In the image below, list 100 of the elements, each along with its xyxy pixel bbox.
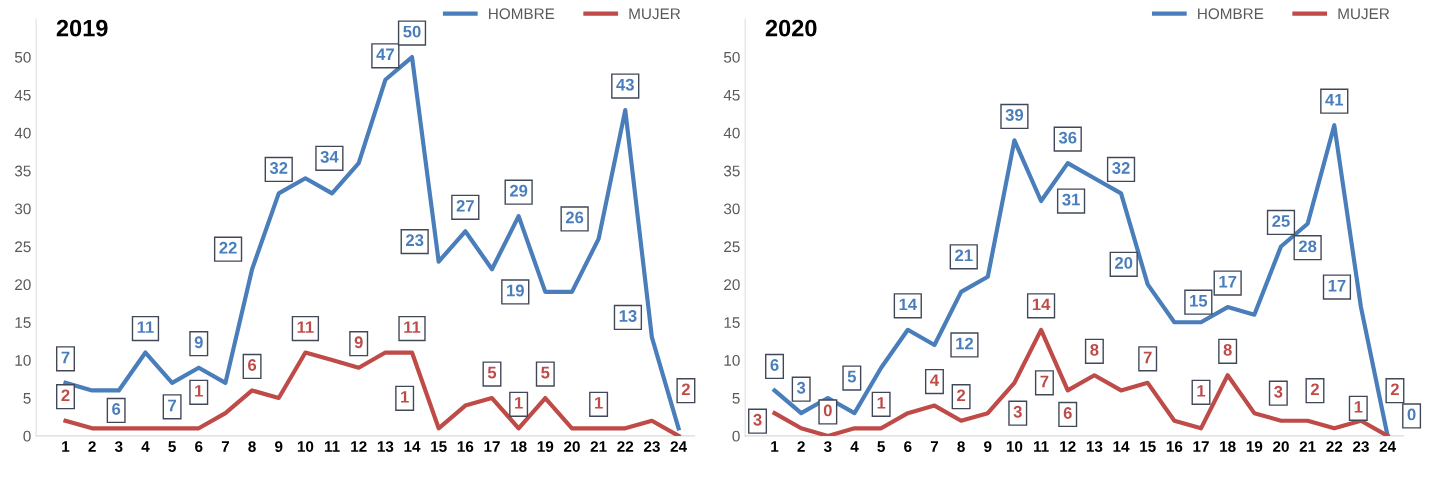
data-label: 26	[565, 211, 584, 224]
data-label: 23	[405, 234, 424, 247]
data-label: 34	[320, 150, 339, 163]
y-tick-label: 15	[724, 317, 740, 328]
data-label: 1	[595, 397, 603, 409]
data-label: 32	[1112, 162, 1130, 174]
x-tick-label: 24	[670, 441, 687, 452]
data-label: 8	[1090, 343, 1099, 356]
x-tick-label: 18	[511, 441, 527, 452]
x-tick-label: 8	[248, 441, 256, 452]
data-label: 50	[403, 25, 421, 38]
data-label: 29	[509, 184, 528, 197]
x-tick-label: 13	[1086, 441, 1103, 452]
x-tick-label: 1	[771, 441, 779, 452]
x-tick-label: 20	[1273, 441, 1289, 452]
x-tick-label: 13	[377, 441, 394, 452]
legend-label: HOMBRE	[489, 8, 555, 20]
x-tick-label: 6	[195, 441, 203, 452]
x-tick-label: 18	[1220, 441, 1236, 452]
chart-title: 2020	[765, 19, 817, 37]
y-tick-label: 5	[732, 393, 740, 404]
x-tick-label: 12	[351, 441, 367, 452]
data-label: 3	[1013, 405, 1022, 418]
data-label: 2	[681, 383, 690, 396]
data-label: 20	[1115, 257, 1133, 269]
data-label: 14	[899, 298, 917, 311]
x-tick-label: 9	[984, 441, 992, 452]
x-tick-label: 11	[324, 441, 340, 452]
data-label: 11	[404, 321, 421, 333]
x-tick-label: 22	[1326, 441, 1343, 452]
y-tick-label: 45	[14, 89, 31, 101]
x-tick-label: 4	[141, 441, 150, 452]
data-label: 5	[487, 366, 497, 379]
x-tick-label: 4	[850, 441, 859, 452]
data-label: 28	[1298, 240, 1317, 253]
x-tick-label: 8	[957, 441, 965, 452]
x-tick-label: 19	[1246, 441, 1263, 452]
data-label: 2	[957, 389, 966, 402]
line-series	[772, 327, 1390, 436]
data-label: 21	[955, 249, 973, 262]
data-label: 1	[195, 385, 203, 397]
data-label: 32	[269, 162, 288, 174]
data-label: 27	[456, 199, 474, 212]
data-label: 39	[1005, 109, 1024, 121]
data-label: 6	[770, 359, 779, 371]
data-label: 11	[297, 321, 314, 333]
data-label: 25	[1272, 215, 1290, 227]
x-tick-label: 21	[590, 441, 607, 452]
x-tick-label: 23	[643, 441, 660, 452]
data-label: 5	[847, 370, 857, 383]
y-tick-label: 10	[724, 354, 740, 366]
y-tick-label: 45	[723, 89, 740, 101]
data-label: 47	[376, 48, 394, 61]
x-tick-label: 16	[1166, 441, 1183, 452]
data-label: 4	[930, 374, 939, 386]
data-label: 7	[168, 399, 177, 412]
data-label: 1	[515, 397, 523, 409]
x-tick-label: 11	[1033, 441, 1049, 452]
data-label: 7	[1143, 351, 1152, 364]
x-tick-label: 1	[62, 441, 70, 452]
data-label: 14	[1032, 298, 1051, 311]
y-tick-label: 15	[15, 317, 31, 328]
data-label: 17	[1219, 275, 1237, 288]
data-label: 43	[616, 78, 634, 91]
data-label: 6	[112, 403, 121, 415]
x-tick-label: 14	[1113, 441, 1130, 452]
x-tick-label: 2	[797, 441, 805, 452]
y-tick-label: 20	[724, 279, 740, 291]
data-label: 19	[507, 284, 524, 297]
y-tick-label: 35	[723, 165, 740, 177]
y-tick-label: 30	[723, 203, 740, 215]
y-tick-label: 0	[23, 430, 31, 442]
data-label: 3	[753, 413, 762, 426]
y-tick-label: 40	[14, 127, 31, 139]
x-tick-label: 16	[457, 441, 474, 452]
y-tick-label: 40	[723, 127, 740, 139]
x-tick-label: 19	[537, 441, 554, 452]
line-series	[63, 350, 681, 436]
data-label: 2	[1390, 383, 1399, 396]
x-tick-label: 10	[297, 441, 314, 452]
x-tick-label: 7	[930, 441, 939, 452]
y-tick-label: 25	[15, 241, 31, 253]
x-tick-label: 15	[431, 441, 447, 452]
data-label: 8	[1223, 343, 1232, 356]
x-tick-label: 5	[168, 441, 176, 452]
legend-label: HOMBRE	[1198, 8, 1264, 20]
x-tick-label: 6	[904, 441, 912, 452]
data-label: 13	[619, 310, 637, 322]
data-label: 3	[1274, 385, 1283, 398]
data-label: 15	[1190, 295, 1208, 307]
x-tick-label: 22	[617, 441, 634, 452]
x-tick-label: 20	[563, 441, 580, 452]
x-tick-label: 17	[484, 441, 500, 452]
data-label: 7	[61, 351, 70, 364]
x-tick-label: 9	[275, 441, 283, 452]
data-label: 22	[219, 241, 237, 254]
y-tick-label: 10	[15, 354, 31, 366]
data-label: 11	[137, 321, 154, 333]
data-label: 31	[1062, 193, 1080, 206]
y-tick-label: 5	[23, 393, 31, 404]
